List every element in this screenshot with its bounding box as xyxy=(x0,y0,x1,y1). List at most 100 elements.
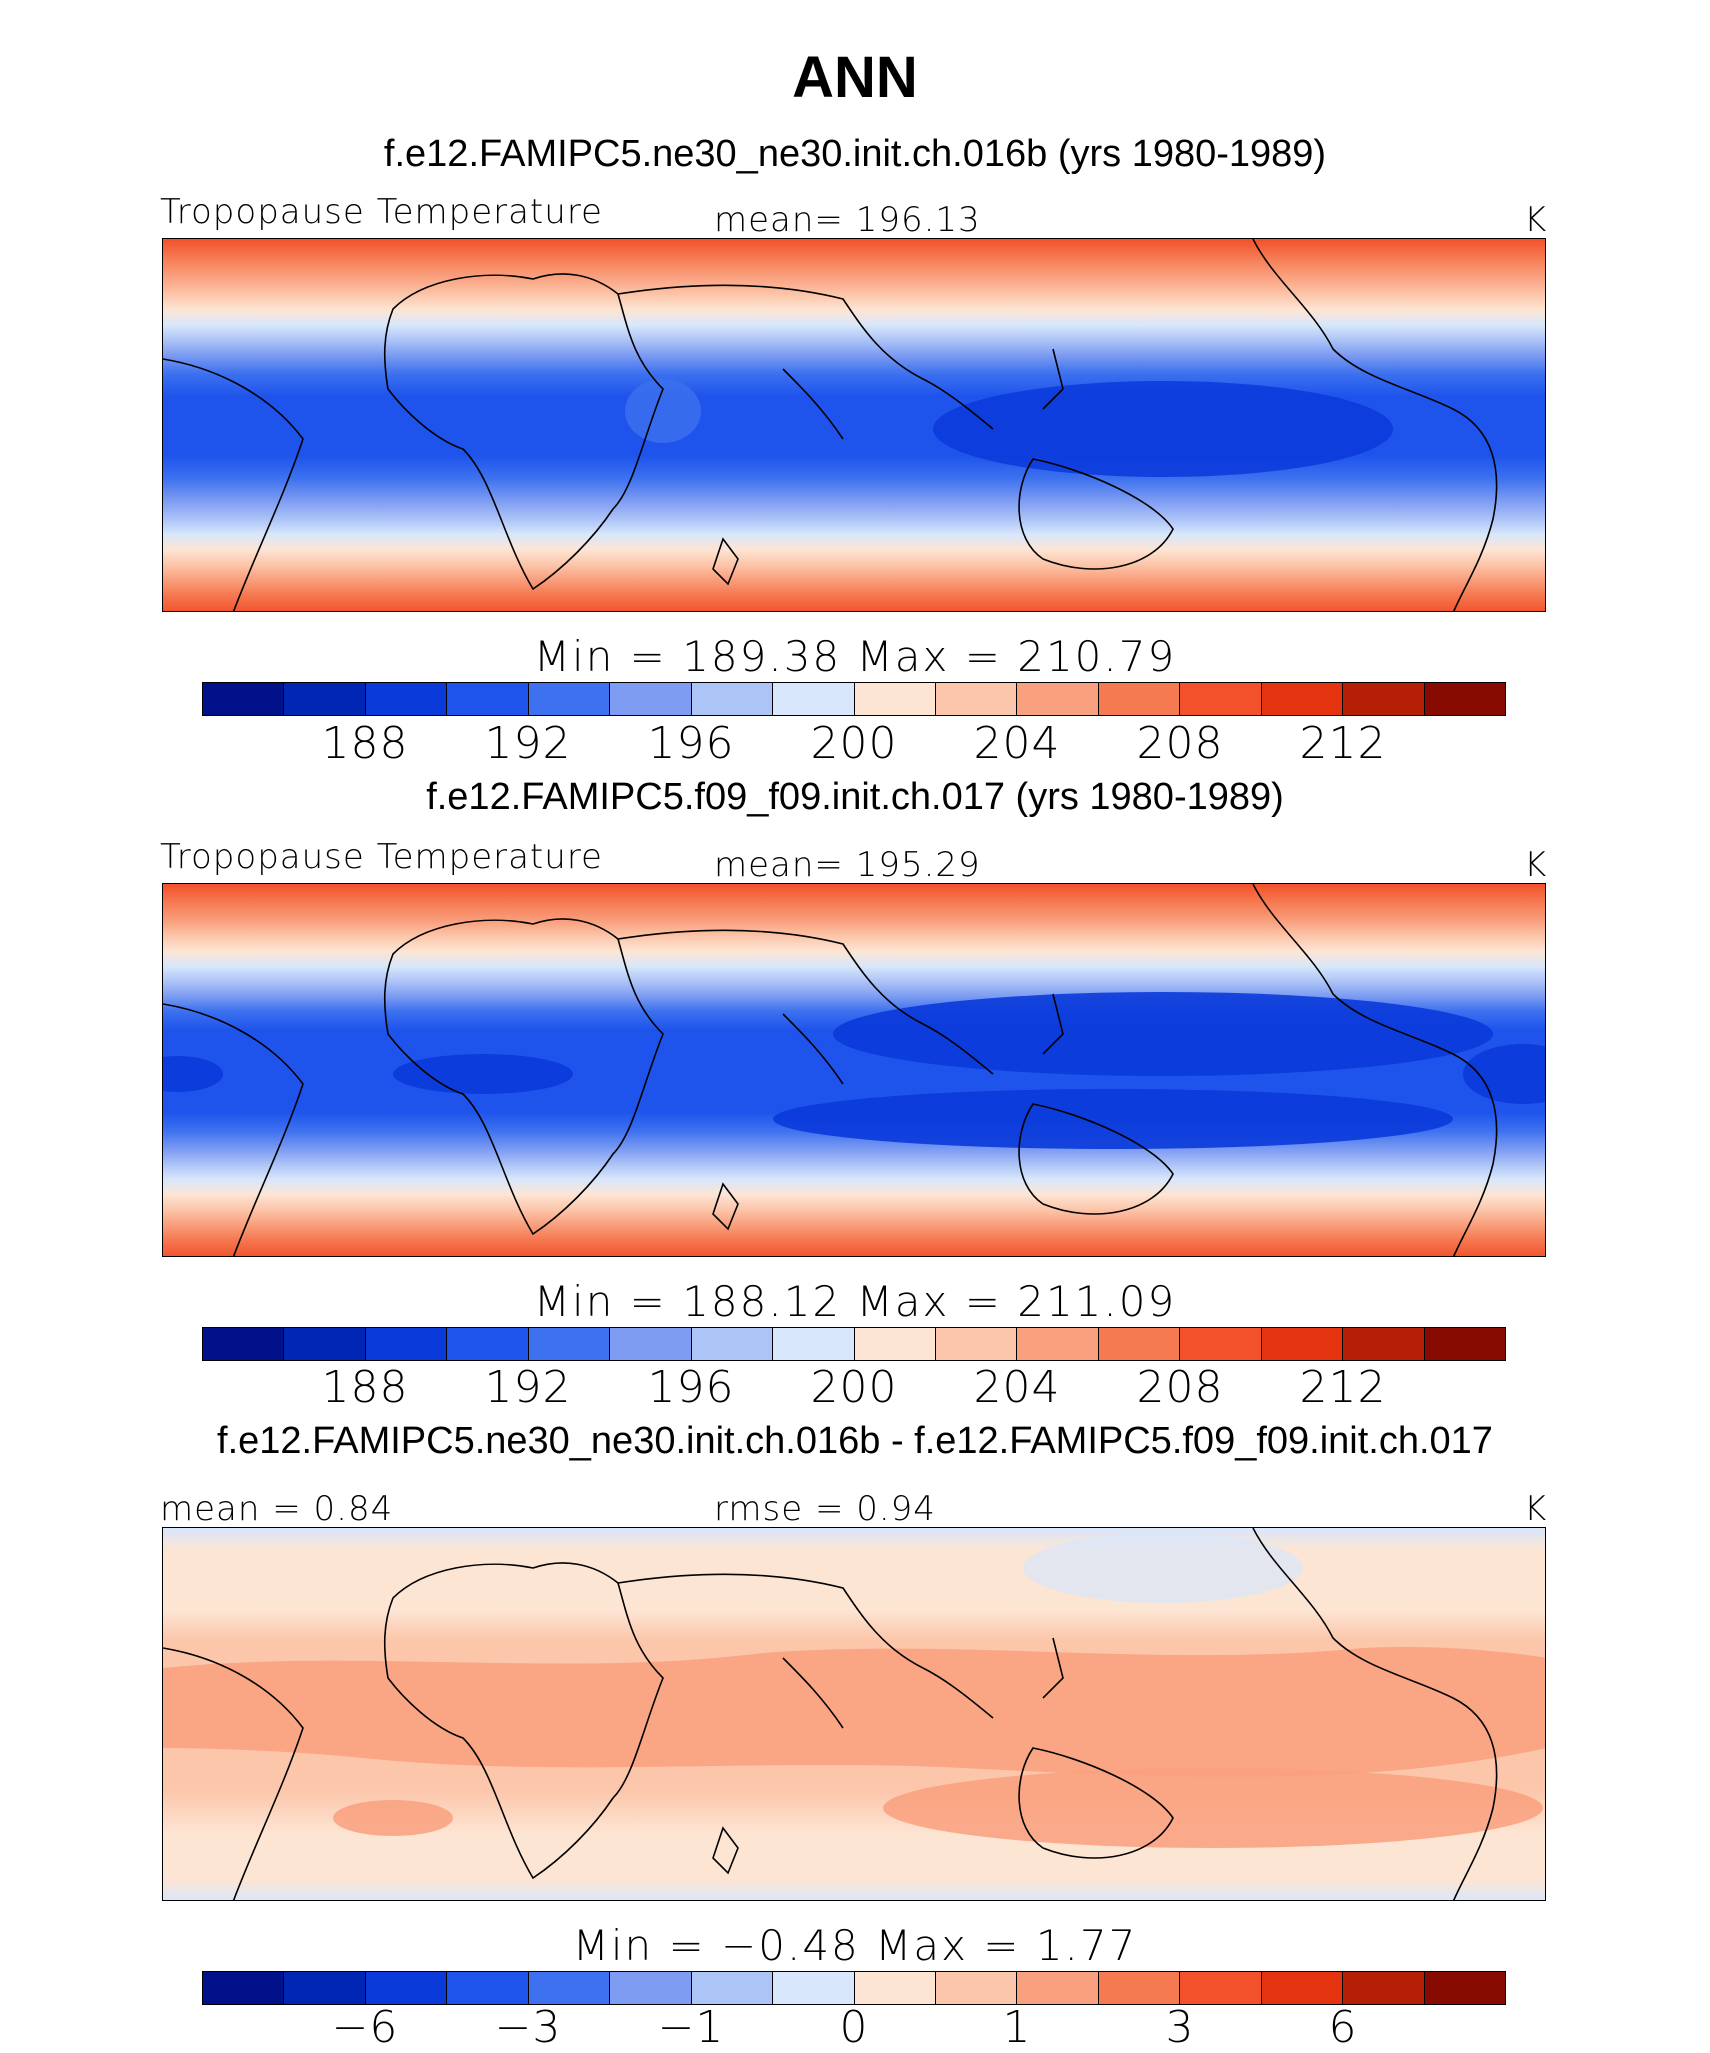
panel-1-tick: 200 xyxy=(810,718,898,769)
panel-2-tick: 212 xyxy=(1299,1362,1387,1413)
panel-3-tick: 6 xyxy=(1328,2002,1358,2053)
panel-3-map xyxy=(162,1527,1546,1901)
panel-2-colorbar xyxy=(202,1327,1506,1361)
colorbar-swatch xyxy=(773,1328,855,1360)
colorbar-swatch xyxy=(854,1328,936,1360)
panel-2-case-title: f.e12.FAMIPC5.f09_f09.init.ch.017 (yrs 1… xyxy=(426,776,1284,818)
panel-3-mean-label: mean = 0.84 xyxy=(160,1489,394,1529)
colorbar-swatch xyxy=(203,1328,285,1360)
colorbar-swatch xyxy=(935,683,1018,715)
panel-1-cold-core xyxy=(933,381,1393,477)
colorbar-swatch xyxy=(1180,1972,1262,2004)
panel-3-colorbar xyxy=(202,1971,1506,2005)
colorbar-swatch xyxy=(1180,683,1262,715)
panel-2-tick: 196 xyxy=(647,1362,735,1413)
panel-2-mean-label: mean= 195.29 xyxy=(714,845,981,885)
panel-3-tick: −6 xyxy=(331,2002,399,2053)
panel-2-cold-band-south xyxy=(773,1089,1453,1149)
panel-1-coastlines xyxy=(163,239,1498,611)
panel-1-units-label: K xyxy=(1524,200,1548,240)
panel-2-variable-label: Tropopause Temperature xyxy=(160,837,603,877)
panel-2-tick: 188 xyxy=(321,1362,409,1413)
panel-1-tick: 212 xyxy=(1299,718,1387,769)
colorbar-swatch xyxy=(1343,1328,1425,1360)
colorbar-swatch xyxy=(773,1972,855,2004)
panel-2-coastlines xyxy=(163,884,1498,1256)
colorbar-swatch xyxy=(203,683,285,715)
panel-3-case-title: f.e12.FAMIPC5.ne30_ne30.init.ch.016b - f… xyxy=(217,1420,1493,1462)
panel-3-positive-patch-west xyxy=(333,1800,453,1836)
panel-3-positive-patch-south xyxy=(883,1768,1543,1848)
colorbar-swatch xyxy=(1261,1972,1344,2004)
panel-2-cold-patch-west xyxy=(163,1056,223,1092)
colorbar-swatch xyxy=(1343,1972,1425,2004)
panel-3-coastlines xyxy=(163,1528,1498,1900)
panel-2-cold-patch-africa xyxy=(393,1054,573,1094)
colorbar-swatch xyxy=(365,1328,448,1360)
colorbar-swatch xyxy=(935,1972,1018,2004)
main-title: ANN xyxy=(792,45,918,110)
colorbar-swatch xyxy=(284,1972,366,2004)
colorbar-swatch xyxy=(528,683,611,715)
colorbar-swatch xyxy=(1017,683,1099,715)
colorbar-swatch xyxy=(773,683,855,715)
colorbar-swatch xyxy=(610,683,692,715)
panel-3-tick: −3 xyxy=(494,2002,562,2053)
colorbar-swatch xyxy=(447,1328,529,1360)
colorbar-swatch xyxy=(365,1972,448,2004)
colorbar-swatch xyxy=(447,1972,529,2004)
panel-2-tick: 208 xyxy=(1136,1362,1224,1413)
colorbar-swatch xyxy=(1017,1328,1099,1360)
colorbar-swatch xyxy=(1424,1328,1505,1360)
panel-3-negative-patch xyxy=(1023,1533,1303,1603)
colorbar-swatch xyxy=(1098,1972,1181,2004)
panel-3-tick: 0 xyxy=(839,2002,869,2053)
colorbar-swatch xyxy=(1180,1328,1262,1360)
panel-3-tick: 3 xyxy=(1165,2002,1195,2053)
colorbar-swatch xyxy=(528,1972,611,2004)
colorbar-swatch xyxy=(1343,683,1425,715)
panel-2-cold-patch-east xyxy=(1463,1044,1545,1104)
panel-2-cold-band-north xyxy=(833,992,1493,1076)
panel-3-tick: −1 xyxy=(657,2002,725,2053)
colorbar-swatch xyxy=(365,683,448,715)
colorbar-swatch xyxy=(610,1328,692,1360)
colorbar-swatch xyxy=(447,683,529,715)
panel-2-tick: 204 xyxy=(973,1362,1061,1413)
colorbar-swatch xyxy=(1261,683,1344,715)
colorbar-swatch xyxy=(284,1328,366,1360)
colorbar-swatch xyxy=(691,1328,774,1360)
colorbar-swatch xyxy=(1017,1972,1099,2004)
colorbar-swatch xyxy=(528,1328,611,1360)
colorbar-swatch xyxy=(1098,1328,1181,1360)
panel-1-case-title: f.e12.FAMIPC5.ne30_ne30.init.ch.016b (yr… xyxy=(383,133,1327,175)
colorbar-swatch xyxy=(1261,1328,1344,1360)
panel-1-tick: 192 xyxy=(484,718,572,769)
panel-1-mean-label: mean= 196.13 xyxy=(714,200,981,240)
colorbar-swatch xyxy=(935,1328,1018,1360)
colorbar-swatch xyxy=(1424,1972,1505,2004)
panel-3-units-label: K xyxy=(1524,1489,1548,1529)
panel-1-colorbar-title: Min = 189.38 Max = 210.79 xyxy=(533,632,1177,681)
panel-3-colorbar-title: Min = −0.48 Max = 1.77 xyxy=(572,1921,1138,1970)
panel-2-colorbar-title: Min = 188.12 Max = 211.09 xyxy=(533,1277,1177,1326)
panel-1-tick: 196 xyxy=(647,718,735,769)
panel-3-positive-band xyxy=(163,1646,1545,1777)
panel-2-field xyxy=(163,884,1545,1256)
panel-1-tick: 188 xyxy=(321,718,409,769)
colorbar-swatch xyxy=(691,683,774,715)
panel-3-rmse-label: rmse = 0.94 xyxy=(714,1489,936,1529)
panel-1-tick: 208 xyxy=(1136,718,1224,769)
colorbar-swatch xyxy=(854,683,936,715)
colorbar-swatch xyxy=(854,1972,936,2004)
panel-1-map xyxy=(162,238,1546,612)
colorbar-swatch xyxy=(691,1972,774,2004)
colorbar-swatch xyxy=(284,683,366,715)
panel-2-tick: 192 xyxy=(484,1362,572,1413)
colorbar-swatch xyxy=(1098,683,1181,715)
panel-3-tick: 1 xyxy=(1002,2002,1032,2053)
panel-2-units-label: K xyxy=(1524,845,1548,885)
panel-1-tick: 204 xyxy=(973,718,1061,769)
panel-1-variable-label: Tropopause Temperature xyxy=(160,192,603,232)
colorbar-swatch xyxy=(610,1972,692,2004)
